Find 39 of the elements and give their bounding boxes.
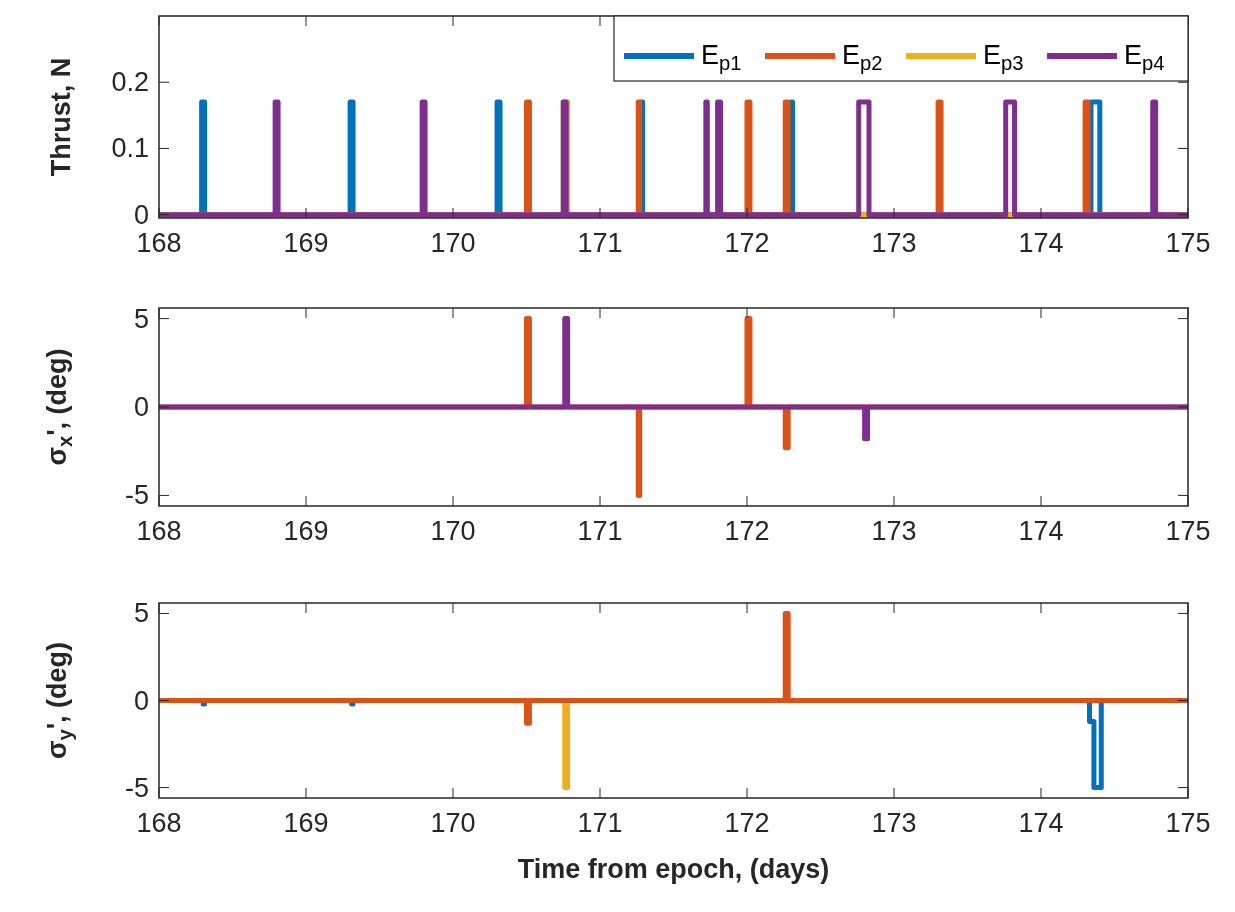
x-tick-label: 172 [724, 228, 770, 258]
y-tick-label: 0.1 [111, 133, 149, 164]
x-tick-label: 170 [430, 808, 476, 838]
x-tick-label: 169 [283, 228, 329, 258]
x-tick-label: 173 [871, 228, 917, 258]
y-tick-label: 5 [133, 598, 149, 629]
y-tick-label: 5 [133, 303, 149, 334]
x-tick-label: 171 [577, 228, 623, 258]
x-tick-label: 174 [1018, 228, 1064, 258]
y-tick-label: 0 [133, 392, 149, 422]
x-tick-label: 168 [136, 516, 182, 546]
x-tick-label: 169 [283, 808, 329, 838]
x-tick-label: 169 [283, 516, 329, 546]
x-tick-label: 175 [1165, 516, 1211, 546]
x-tick-label: 174 [1018, 808, 1064, 838]
y-tick-label: 0 [133, 199, 149, 230]
x-tick-label: 175 [1165, 228, 1211, 258]
x-axis-title: Time from epoch, (days) [517, 854, 830, 884]
x-tick-label: 171 [577, 808, 623, 838]
legend-label: E$_{p1}$ [701, 40, 742, 74]
x-tick-label: 170 [430, 228, 476, 258]
legend-label: E$_{p2}$ [842, 40, 883, 74]
y-axis-title: Thrust, N [46, 57, 76, 177]
legend-label: E$_{p3}$ [983, 40, 1024, 74]
y-tick-label: 0.2 [111, 67, 149, 98]
y-tick-label: -5 [124, 772, 149, 803]
y-tick-label: -5 [124, 480, 149, 511]
legend-label: E$_{p4}$ [1124, 40, 1165, 74]
x-tick-label: 168 [136, 808, 182, 838]
x-tick-label: 174 [1018, 516, 1064, 546]
x-tick-label: 172 [724, 808, 770, 838]
x-tick-label: 172 [724, 516, 770, 546]
y-tick-label: 0 [133, 685, 149, 716]
x-tick-label: 173 [871, 516, 917, 546]
x-tick-label: 175 [1165, 808, 1211, 838]
x-tick-label: 171 [577, 516, 623, 546]
x-tick-label: 168 [136, 228, 182, 258]
x-tick-label: 173 [871, 808, 917, 838]
x-tick-label: 170 [430, 516, 476, 546]
